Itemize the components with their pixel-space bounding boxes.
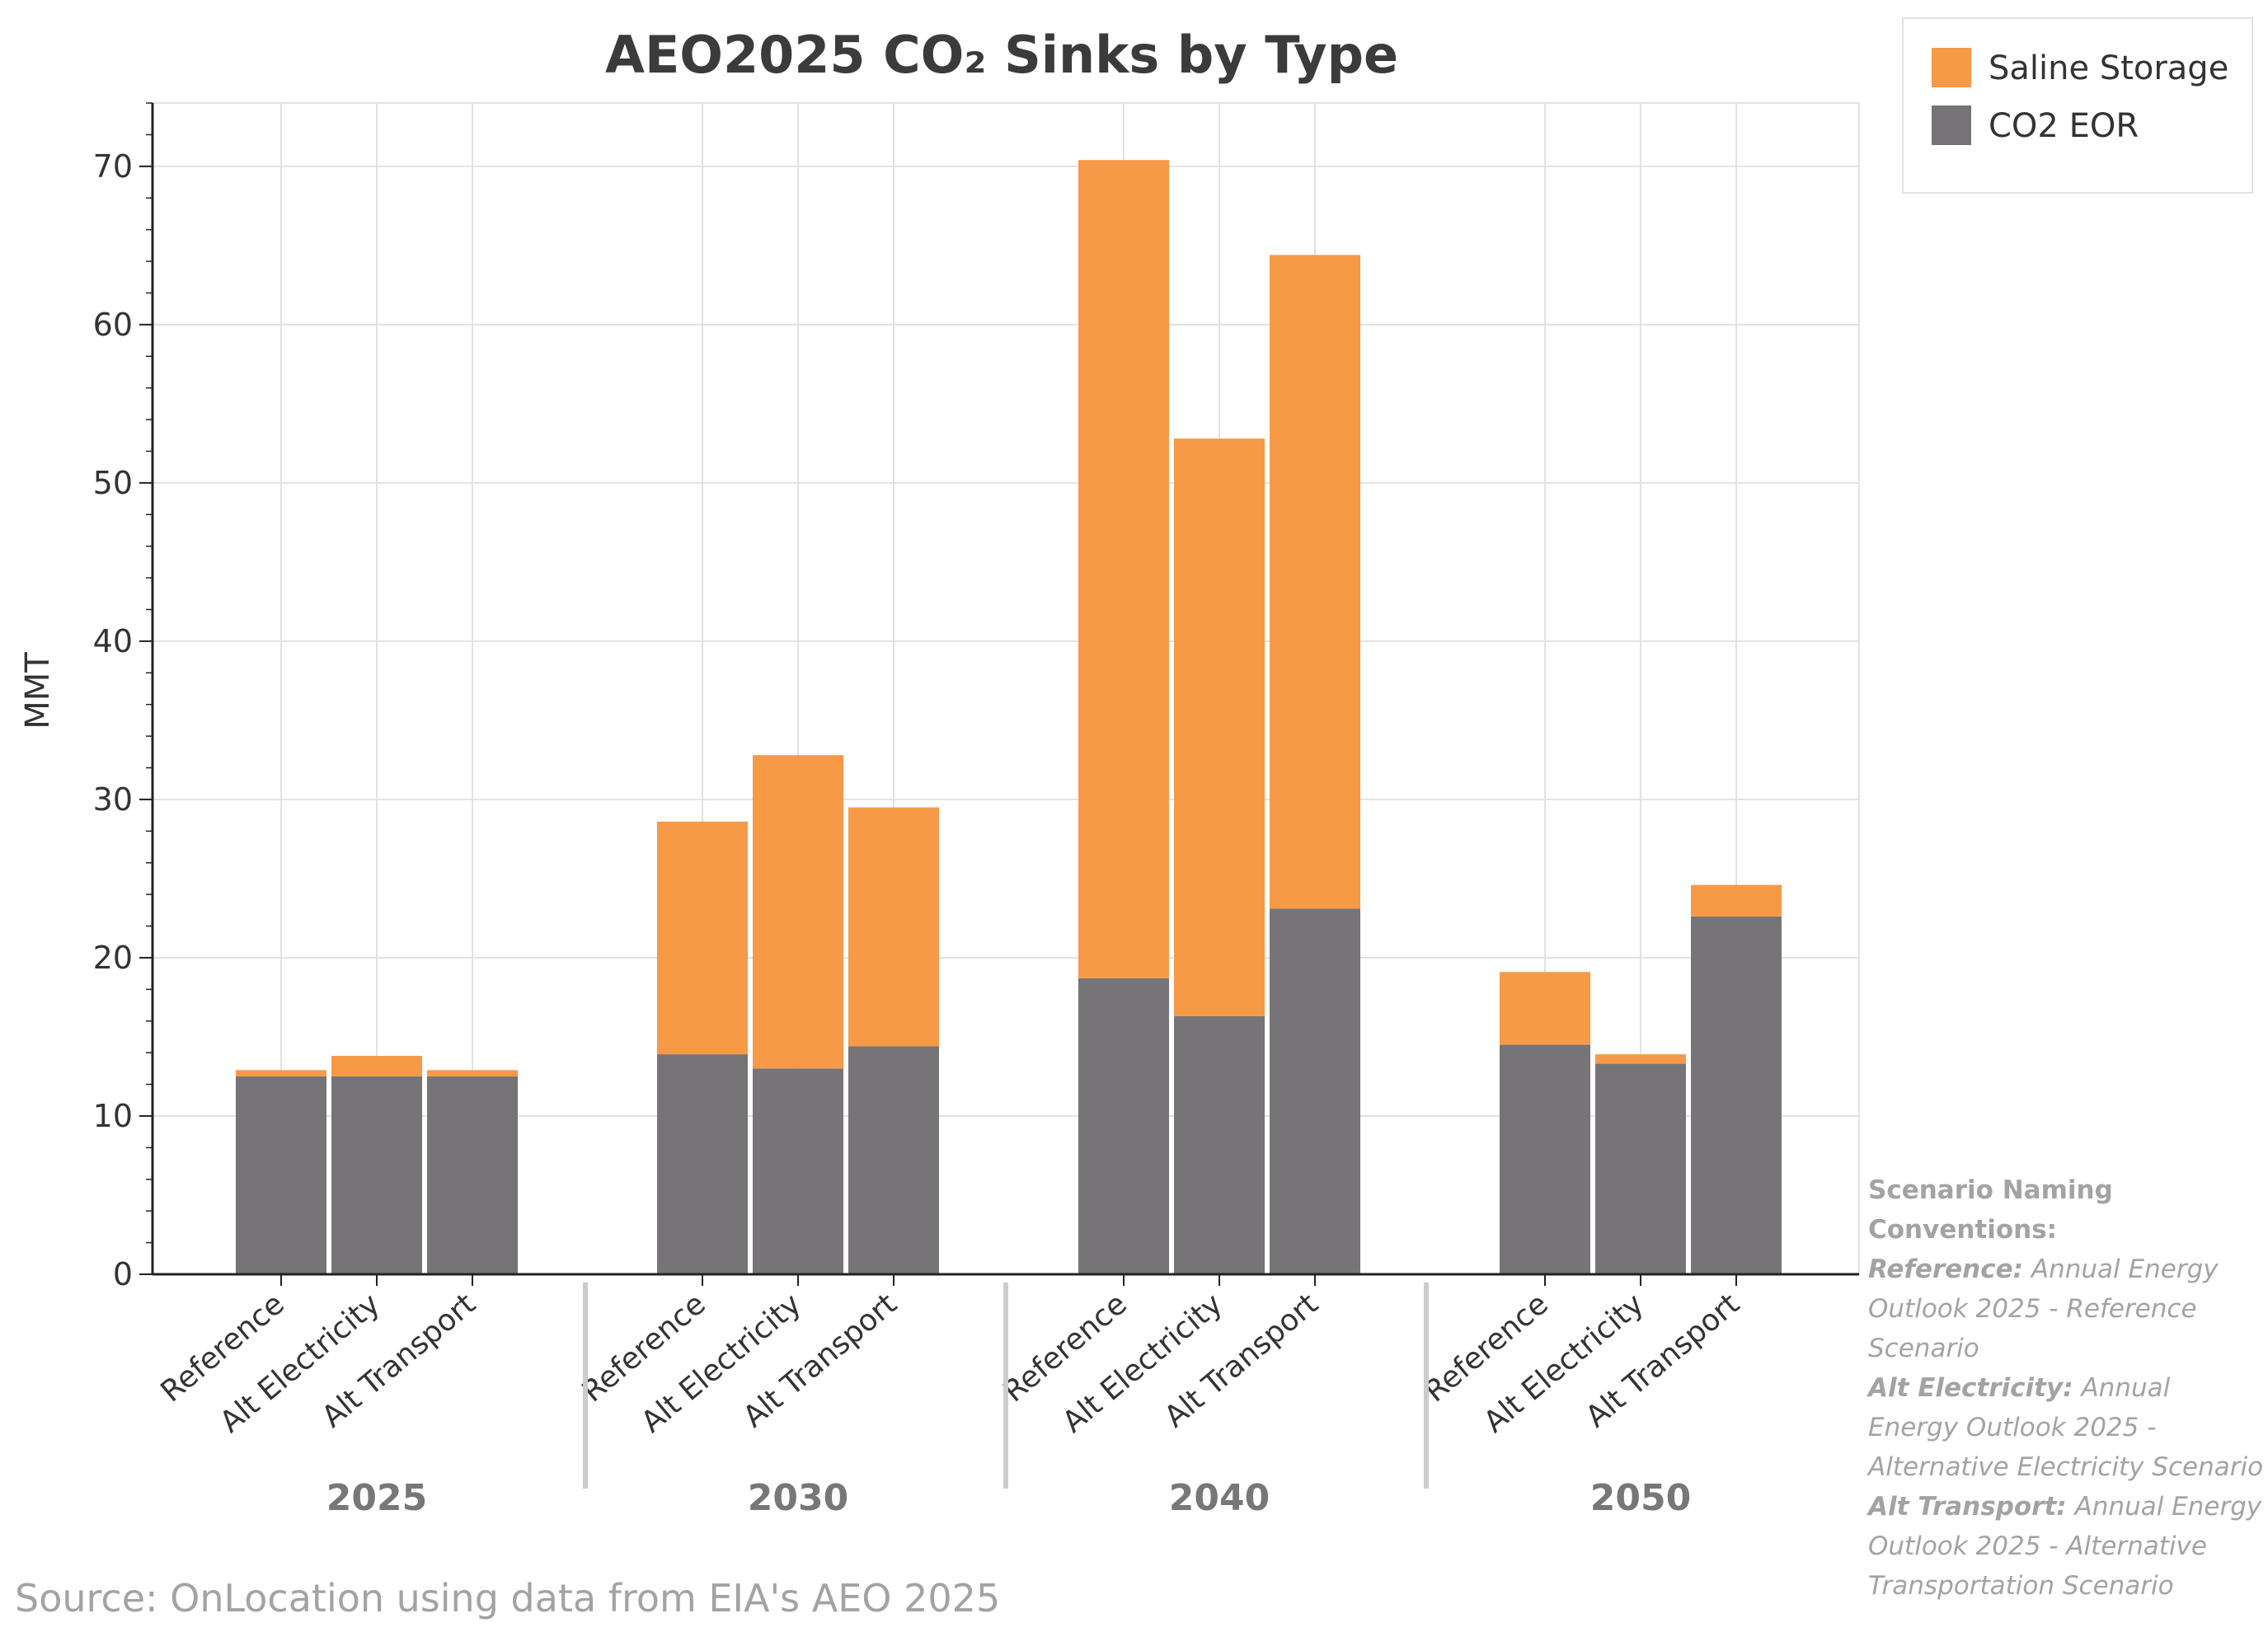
bar-saline-storage (753, 755, 843, 1069)
bar-co2-eor (1500, 1044, 1590, 1274)
bar-saline-storage (1500, 972, 1590, 1045)
group-label: 2030 (748, 1477, 848, 1519)
bar-co2-eor (657, 1054, 748, 1274)
y-tick-label: 30 (93, 781, 133, 818)
bar-co2-eor (1078, 978, 1169, 1274)
bar-saline-storage (1595, 1054, 1686, 1064)
notes-term: Alt Electricity: (1868, 1373, 2073, 1403)
bar-saline-storage (427, 1070, 518, 1076)
bar-saline-storage (1270, 255, 1360, 909)
x-tick-label: Alt Electricity (1477, 1287, 1650, 1439)
y-tick-label: 20 (93, 940, 133, 976)
bar-co2-eor (236, 1076, 326, 1274)
notes-heading: Scenario Naming Conventions: (1868, 1175, 2113, 1245)
notes-desc: Annual Energy Outlook 2025 - Alternative… (1868, 1373, 2264, 1482)
bar-saline-storage (1691, 884, 1782, 917)
notes-desc: Annual Energy Outlook 2025 - Reference S… (1868, 1254, 2219, 1363)
notes-item: Reference: Annual Energy Outlook 2025 - … (1868, 1250, 2264, 1368)
legend-label: CO2 EOR (1989, 107, 2139, 145)
legend: Saline Storage CO2 EOR (1902, 17, 2253, 194)
bar-saline-storage (657, 821, 748, 1055)
notes-term: Alt Transport: (1868, 1492, 2067, 1522)
y-tick-label: 50 (93, 465, 133, 501)
chart-title: AEO2025 CO₂ Sinks by Type (605, 25, 1398, 85)
y-axis-label: MMT (19, 652, 57, 729)
y-tick-label: 70 (93, 148, 133, 185)
notes-item: Alt Transport: Annual Energy Outlook 202… (1868, 1487, 2264, 1606)
bar-co2-eor (427, 1076, 518, 1274)
y-tick-label: 60 (93, 307, 133, 343)
y-axis-label-group: MMT (19, 652, 57, 729)
bar-co2-eor (1270, 908, 1360, 1274)
bar-saline-storage (1174, 438, 1265, 1016)
bar-saline-storage (331, 1056, 422, 1076)
notes-item: Alt Electricity: Annual Energy Outlook 2… (1868, 1368, 2264, 1487)
bars (236, 160, 1782, 1274)
x-tick-label: Alt Electricity (214, 1287, 386, 1439)
bar-co2-eor (331, 1076, 422, 1274)
bar-co2-eor (1595, 1063, 1686, 1274)
bar-saline-storage (236, 1070, 326, 1076)
group-label: 2050 (1590, 1477, 1691, 1519)
bar-co2-eor (848, 1046, 939, 1274)
y-tick-label: 10 (93, 1098, 133, 1134)
group-label: 2040 (1169, 1477, 1270, 1519)
bar-co2-eor (1174, 1015, 1265, 1274)
source-note: Source: OnLocation using data from EIA's… (15, 1576, 1001, 1620)
bar-saline-storage (1078, 160, 1169, 978)
y-tick-label: 40 (93, 623, 133, 659)
group-label: 2025 (326, 1477, 427, 1519)
legend-label: Saline Storage (1989, 49, 2228, 87)
notes-desc: Annual Energy Outlook 2025 - Alternative… (1868, 1492, 2262, 1601)
bar-co2-eor (1691, 917, 1782, 1274)
x-tick-label: Alt Electricity (1056, 1287, 1228, 1439)
bar-co2-eor (753, 1068, 843, 1274)
y-tick-label: 0 (113, 1256, 133, 1292)
legend-swatch (1932, 48, 1971, 87)
scenario-notes: Scenario Naming Conventions: Reference: … (1868, 1170, 2264, 1606)
notes-term: Reference: (1868, 1254, 2024, 1284)
bar-saline-storage (848, 807, 939, 1047)
x-tick-label: Alt Electricity (635, 1287, 807, 1439)
legend-swatch (1932, 106, 1971, 145)
